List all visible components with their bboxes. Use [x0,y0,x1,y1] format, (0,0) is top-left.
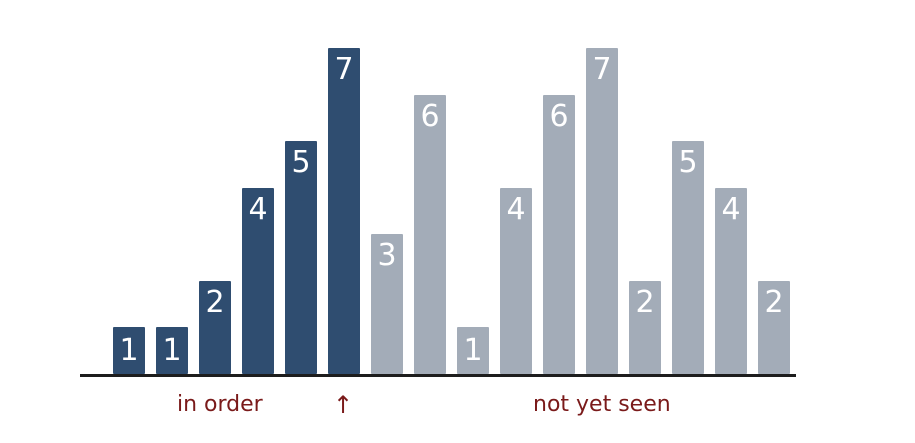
bar-value-label: 2 [635,285,655,320]
bar-6: 7 [328,48,360,374]
bar-value-label: 2 [764,285,784,320]
bar-13: 2 [629,281,661,374]
bar-value-label: 1 [463,333,483,368]
bar-value-label: 3 [377,238,397,273]
bar-12: 7 [586,48,618,374]
bar-value-label: 7 [334,52,354,87]
bar-4: 4 [242,188,274,374]
bar-16: 2 [758,281,790,374]
bar-value-label: 1 [162,333,182,368]
bar-value-label: 4 [506,192,526,227]
bar-8: 6 [414,95,446,374]
not-yet-seen-caption: not yet seen [533,392,671,417]
bar-15: 4 [715,188,747,374]
bar-value-label: 6 [420,99,440,134]
bar-7: 3 [371,234,403,374]
bar-9: 1 [457,327,489,374]
pointer-arrow-icon: ↑ [333,391,354,419]
bar-3: 2 [199,281,231,374]
bar-value-label: 7 [592,52,612,87]
bar-value-label: 5 [291,145,311,180]
bar-14: 5 [672,141,704,374]
baseline [80,374,796,377]
bar-1: 1 [113,327,145,374]
bar-value-label: 4 [248,192,268,227]
bar-value-label: 5 [678,145,698,180]
bar-10: 4 [500,188,532,374]
bar-value-label: 6 [549,99,569,134]
bar-value-label: 2 [205,285,225,320]
bar-2: 1 [156,327,188,374]
bar-value-label: 4 [721,192,741,227]
bar-11: 6 [543,95,575,374]
in-order-caption: in order [177,392,263,417]
bar-value-label: 1 [119,333,139,368]
bar-5: 5 [285,141,317,374]
